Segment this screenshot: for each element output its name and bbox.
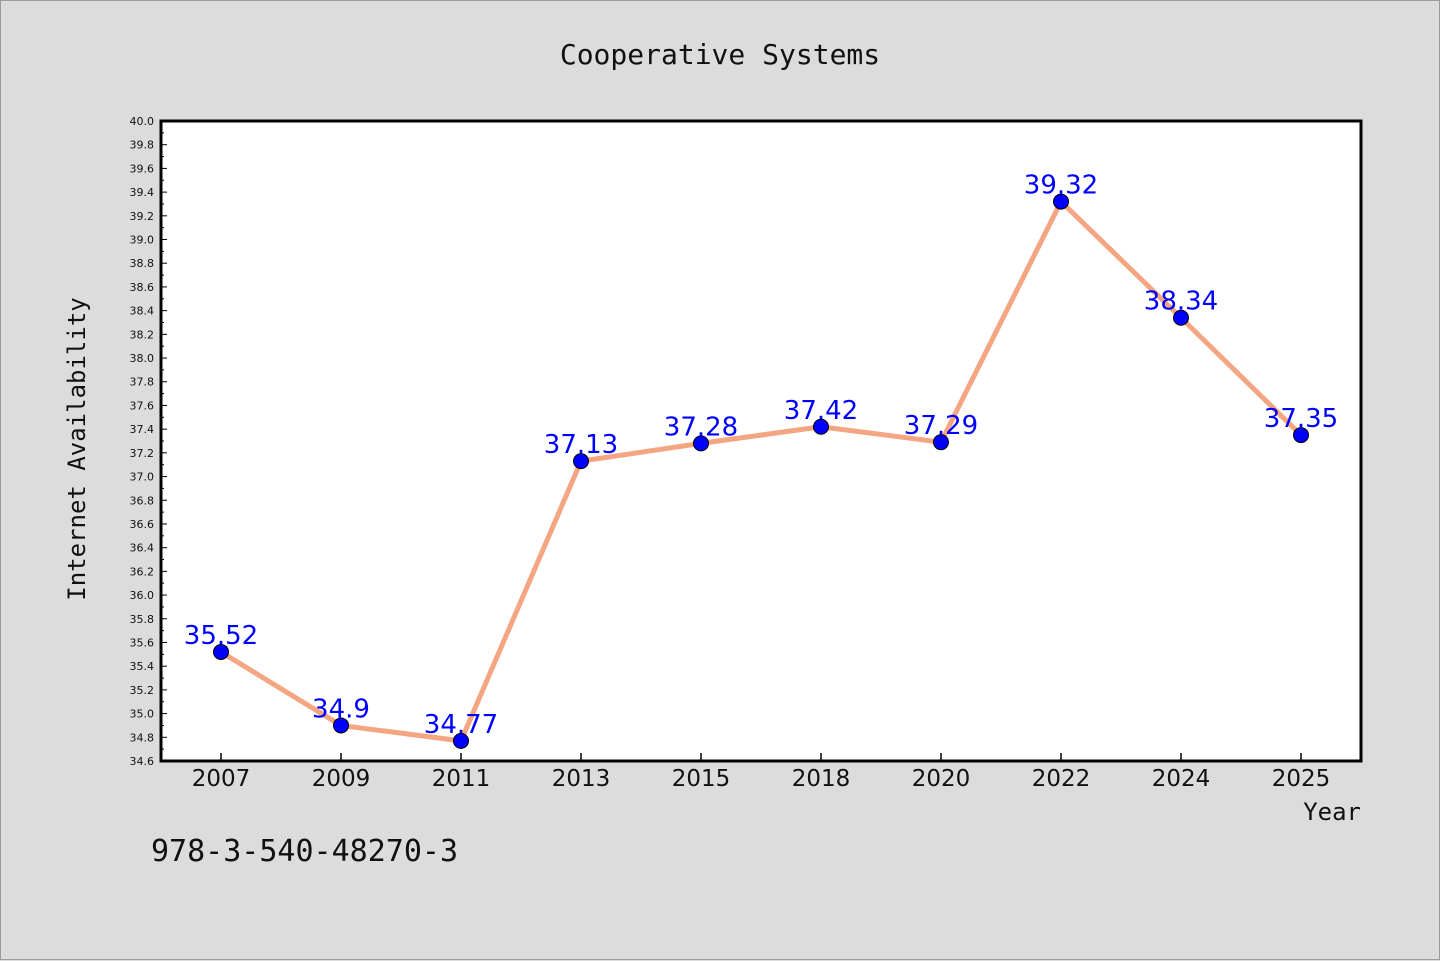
series-line [218,199,1304,744]
data-label: 37.42 [784,396,858,426]
chart-title: Cooperative Systems [560,38,880,71]
x-tick-label: 2024 [1152,766,1211,792]
x-tick-label: 2011 [432,766,491,792]
y-axis-ticks: 34.6 34.8 35.0 35.2 35.4 35.6 35.8 36.0 36.2 36.4… [130,115,167,768]
data-label: 35.52 [184,621,258,651]
y-tick-label: 35.6 [130,636,155,649]
y-tick-label: 39.6 [130,162,155,175]
x-tick-label: 2015 [672,766,731,792]
data-point-marker [213,643,229,660]
y-tick-label: 34.8 [130,731,155,744]
y-tick-label: 36.6 [130,518,155,531]
data-label: 37.29 [904,411,978,441]
y-tick-label: 36.8 [130,494,155,507]
data-point-marker [333,717,349,734]
x-axis-label: Year [1303,798,1361,826]
y-tick-label: 39.4 [130,186,155,199]
data-point-marker [1293,427,1309,444]
data-point-marker [1053,193,1069,210]
y-tick-label: 38.0 [130,352,155,365]
data-point-marker [813,418,829,435]
y-tick-label: 38.8 [130,257,155,270]
data-labels-layer: 35.52 34.9 34.77 37.13 37.28 37.42 37.29 39.32 3… [184,171,1338,740]
y-tick-label: 35.2 [130,684,155,697]
y-tick-label: 37.6 [130,399,155,412]
data-label: 38.34 [1144,287,1218,317]
data-point-marker [933,434,949,451]
x-tick-label: 2020 [912,766,971,792]
y-tick-label: 35.0 [130,708,155,721]
x-tick-label: 2022 [1032,766,1091,792]
y-tick-label: 40.0 [130,115,155,128]
x-tick-label: 2007 [192,766,251,792]
y-tick-label: 38.4 [130,305,155,318]
x-tick-label: 2013 [552,766,611,792]
y-tick-label: 37.8 [130,376,155,389]
x-tick-label: 2018 [792,766,851,792]
series-layer [213,193,1309,749]
y-axis-label: Internet Availability [63,297,91,600]
y-tick-label: 39.0 [130,234,155,247]
y-tick-label: 37.4 [130,423,155,436]
y-tick-label: 36.0 [130,589,155,602]
data-point-marker [453,732,469,749]
y-tick-label: 35.8 [130,613,155,626]
y-tick-label: 36.4 [130,542,155,555]
y-tick-label: 34.6 [130,755,155,768]
data-label: 37.35 [1264,404,1338,434]
y-tick-label: 38.6 [130,281,155,294]
data-label: 37.13 [544,430,618,460]
x-tick-label: 2025 [1272,766,1331,792]
y-tick-label: 39.2 [130,210,155,223]
y-tick-label: 35.4 [130,660,155,673]
footer-code: 978-3-540-48270-3 [151,834,459,869]
y-tick-label: 36.2 [130,565,155,578]
plot-frame [159,119,1363,763]
y-tick-label: 37.0 [130,471,155,484]
data-point-marker [693,435,709,452]
data-label: 34.77 [424,710,498,740]
y-tick-label: 39.8 [130,139,155,152]
data-label: 37.28 [664,412,738,442]
data-label: 34.9 [312,694,370,724]
plot-area [161,121,1361,761]
data-point-marker [1173,309,1189,326]
data-point-marker [573,453,589,470]
y-tick-label: 38.2 [130,328,155,341]
data-label: 39.32 [1024,171,1098,201]
y-tick-label: 37.2 [130,447,155,460]
x-tick-label: 2009 [312,766,371,792]
